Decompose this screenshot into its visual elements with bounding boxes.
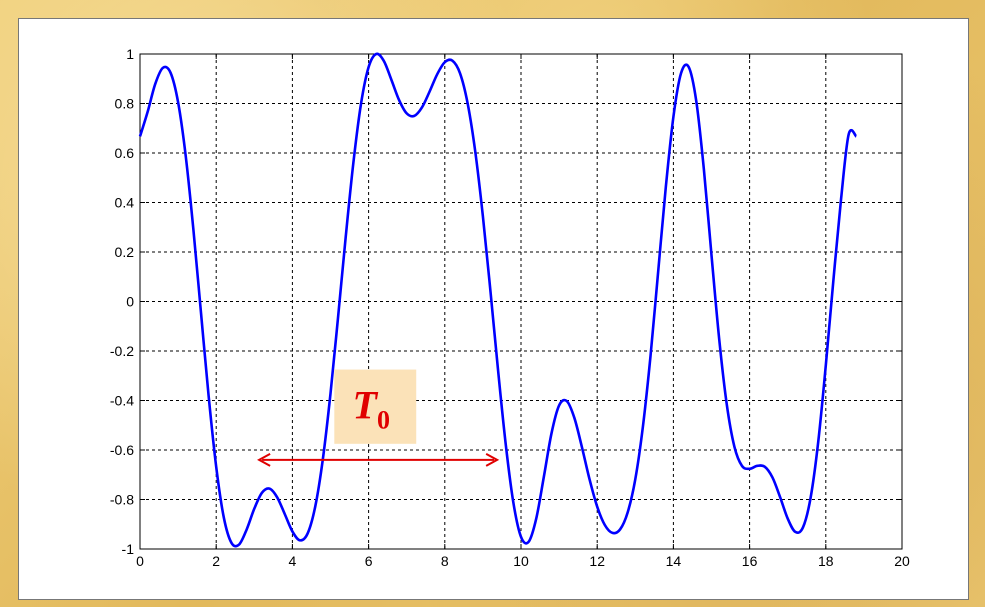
series <box>138 52 858 548</box>
y-tick-label: 0.6 <box>115 145 135 161</box>
x-tick-label: 18 <box>818 553 834 569</box>
x-tick-label: 10 <box>513 553 529 569</box>
y-tick-label: 1 <box>126 46 134 62</box>
axes: 0 2 4 6 8 10 12 14 16 18 20-1-0.8-0.6-0.4-0.200.20… <box>110 46 910 569</box>
grid <box>140 54 902 549</box>
y-tick-label: 0.4 <box>115 195 135 211</box>
arrow-head-left <box>257 453 271 467</box>
t0-subscript: 0 <box>377 406 390 435</box>
y-tick-label: -0.2 <box>110 343 134 359</box>
x-tick-label: 4 <box>289 553 297 569</box>
y-tick-label: 0.2 <box>115 244 135 260</box>
x-tick-label: 16 <box>742 553 758 569</box>
t0-symbol: T <box>353 383 379 428</box>
x-tick-label: 8 <box>441 553 449 569</box>
series-line <box>138 52 858 548</box>
x-tick-label: 6 <box>365 553 373 569</box>
y-tick-label: -0.6 <box>110 442 134 458</box>
t0-label: T0 <box>353 383 390 435</box>
y-tick-label: -0.8 <box>110 492 134 508</box>
x-tick-label: 14 <box>666 553 682 569</box>
arrow-head-right <box>485 453 500 467</box>
y-tick-label: 0 <box>126 294 134 310</box>
x-tick-label: 2 <box>212 553 220 569</box>
x-tick-label: 0 <box>136 553 144 569</box>
t0-annotation: T0 <box>257 369 500 467</box>
x-tick-label: 12 <box>589 553 605 569</box>
t0-label-box <box>334 369 417 444</box>
y-tick-label: -1 <box>122 541 135 557</box>
line-chart: 0 2 4 6 8 10 12 14 16 18 20-1-0.8-0.6-0.4-0.200.20… <box>110 46 910 569</box>
x-tick-label: 20 <box>894 553 910 569</box>
y-tick-label: -0.4 <box>110 393 134 409</box>
y-tick-label: 0.8 <box>115 96 135 112</box>
chart-panel: 0 2 4 6 8 10 12 14 16 18 20 -1 -0.8 -0.6 -0.4 -0.2 0 0.2 0… <box>18 18 969 600</box>
